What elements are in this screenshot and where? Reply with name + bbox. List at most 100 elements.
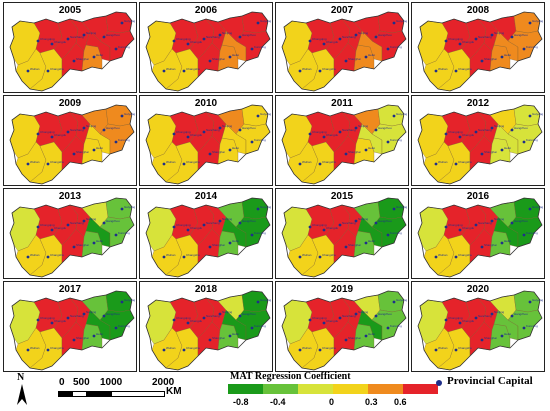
capital-name: Guiyang (124, 19, 136, 23)
provincial-capital-marker (72, 245, 76, 249)
provincial-capital-marker (392, 21, 396, 25)
provincial-capital-marker (26, 162, 30, 166)
capital-name: Wuhan (30, 67, 40, 71)
capital-name: Hefei (504, 53, 511, 57)
provincial-capital-marker (392, 114, 396, 118)
basin-outline (417, 290, 543, 371)
provincial-capital-marker (256, 21, 260, 25)
capital-name: Kunming (526, 138, 538, 142)
map-panel: Chongqing Chengdu Wuhan Changsha Nanchang Sha… (275, 2, 409, 93)
capital-name: Guiyang (260, 112, 272, 116)
provincial-capital-marker (102, 35, 106, 39)
provincial-capital-marker (238, 221, 242, 225)
capital-name: Nanchang (70, 221, 84, 225)
capital-name: Guiyang (532, 112, 544, 116)
provincial-capital-marker (354, 126, 358, 130)
provincial-capital-marker (434, 162, 438, 166)
provincial-capital-marker (218, 33, 222, 37)
provincial-capital-marker (374, 314, 378, 318)
basin-outline (417, 104, 543, 185)
provincial-capital-marker (344, 59, 348, 63)
provincial-capital-marker (392, 300, 396, 304)
map-panel: Chongqing Chengdu Wuhan Changsha Nanchang Sha… (275, 281, 409, 372)
provincial-capital-marker (322, 135, 326, 139)
capital-name: Chongqing (312, 223, 327, 227)
capital-name: Hefei (96, 332, 103, 336)
provincial-capital-marker (250, 233, 254, 237)
provincial-capital-marker (26, 348, 30, 352)
capital-name: Nanchang (206, 35, 220, 39)
map-panel: Chongqing Chengdu Wuhan Changsha Nanchang Sha… (139, 188, 273, 279)
provincial-capital-marker (454, 69, 458, 73)
capital-name: Guiyang (532, 298, 544, 302)
legend-swatch-green (263, 384, 298, 394)
capital-name: Guiyang (396, 205, 408, 209)
capital-name: Wuhan (438, 160, 448, 164)
provincial-capital-marker (238, 128, 242, 132)
capital-name: Nanchang (342, 128, 356, 132)
provincial-capital-marker (82, 126, 86, 130)
year-label: 2012 (466, 98, 490, 109)
provincial-capital-marker (186, 42, 190, 46)
capital-name: Kunming (118, 324, 130, 328)
provincial-capital-marker (522, 140, 526, 144)
capital-name: Nanjing (86, 31, 97, 35)
capital-name: Kunming (390, 138, 402, 142)
capital-name: Kunming (118, 138, 130, 142)
provincial-capital-marker (102, 314, 106, 318)
provincial-capital-marker (510, 221, 514, 225)
capital-name: Changsha (50, 253, 64, 257)
capital-name: Hangzhou (378, 312, 392, 316)
capital-name: Chengdu (462, 133, 475, 137)
provincial-capital-marker (392, 207, 396, 211)
provincial-capital-marker (208, 59, 212, 63)
capital-name: Nanchang (342, 314, 356, 318)
capital-name: Wuhan (30, 253, 40, 257)
capital-name: Shanghai (212, 243, 225, 247)
year-label: 2019 (330, 284, 354, 295)
provincial-capital-marker (66, 130, 70, 134)
capital-name: Chengdu (54, 226, 67, 230)
capital-name: Guiyang (124, 205, 136, 209)
provincial-capital-marker (354, 312, 358, 316)
provincial-capital-marker (490, 312, 494, 316)
capital-name: Nanjing (494, 124, 505, 128)
provincial-capital-marker (318, 162, 322, 166)
capital-name: Shanghai (484, 57, 497, 61)
year-label: 2016 (466, 191, 490, 202)
provincial-capital-marker (444, 132, 448, 136)
capital-name: Hefei (368, 146, 375, 150)
capital-name: Kunming (254, 324, 266, 328)
capital-name: Chongqing (448, 37, 463, 41)
provincial-capital-marker (26, 255, 30, 259)
provincial-capital-marker (386, 140, 390, 144)
provincial-capital-marker (250, 140, 254, 144)
provincial-capital-marker (338, 130, 342, 134)
provincial-capital-marker (120, 114, 124, 118)
scale-segment (59, 392, 73, 396)
capital-name: Changsha (458, 346, 472, 350)
capital-name: Hefei (96, 146, 103, 150)
provincial-capital-marker (322, 42, 326, 46)
scale-segment (73, 392, 86, 396)
provincial-capital-marker (354, 219, 358, 223)
provincial-capital-marker (66, 316, 70, 320)
capital-name: Wuhan (438, 253, 448, 257)
scale-label-500: 500 (73, 377, 90, 388)
capital-name: Hangzhou (106, 33, 120, 37)
provincial-capital-marker (92, 148, 96, 152)
provincial-capital-marker (458, 228, 462, 232)
provincial-capital-marker (500, 334, 504, 338)
capital-name: Chengdu (326, 319, 339, 323)
capital-name: Shanghai (348, 336, 361, 340)
provincial-capital-marker (36, 39, 40, 43)
capital-name: Chongqing (40, 223, 55, 227)
provincial-capital-marker (72, 152, 76, 156)
provincial-capital-marker (374, 35, 378, 39)
capital-name: Chengdu (462, 226, 475, 230)
